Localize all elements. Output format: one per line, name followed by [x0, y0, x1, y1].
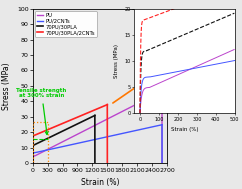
Line: PU/2CNTs: PU/2CNTs — [33, 125, 162, 163]
PU — [58, 142, 61, 144]
Y-axis label: Stress (MPa): Stress (MPa) — [2, 62, 11, 110]
Line: 70PU/30PLA/2CNTs: 70PU/30PLA/2CNTs — [33, 105, 107, 163]
PU — [31, 162, 34, 165]
Line: 70PU/30PLA: 70PU/30PLA — [33, 115, 95, 163]
PU/2CNTs — [150, 126, 153, 128]
70PU/30PLA — [61, 130, 64, 132]
PU/2CNTs — [148, 126, 151, 129]
Bar — [33, 122, 48, 163]
70PU/30PLA — [93, 114, 96, 117]
70PU/30PLA/2CNTs — [93, 109, 96, 111]
PU/2CNTs — [34, 151, 37, 154]
PU — [110, 116, 113, 118]
70PU/30PLA — [31, 162, 34, 165]
70PU/30PLA/2CNTs — [106, 104, 109, 106]
Y-axis label: Stress (MPa): Stress (MPa) — [114, 44, 119, 78]
70PU/30PLA/2CNTs — [49, 127, 52, 129]
70PU/30PLA/2CNTs — [31, 162, 34, 165]
PU — [65, 139, 68, 141]
PU/2CNTs — [160, 124, 163, 126]
X-axis label: Strain (%): Strain (%) — [81, 178, 119, 187]
Legend: PU, PU/2CNTs, 70PU/30PLA, 70PU/30PLA/2CNTs: PU, PU/2CNTs, 70PU/30PLA, 70PU/30PLA/2CN… — [35, 11, 97, 37]
PU — [129, 106, 131, 109]
70PU/30PLA — [83, 120, 85, 122]
PU — [160, 93, 163, 95]
70PU/30PLA/2CNTs — [92, 109, 95, 112]
Line: PU: PU — [33, 94, 162, 163]
PU — [71, 136, 74, 138]
70PU/30PLA/2CNTs — [90, 110, 92, 113]
PU/2CNTs — [90, 139, 93, 141]
PU/2CNTs — [127, 131, 130, 133]
70PU/30PLA/2CNTs — [67, 120, 70, 122]
70PU/30PLA — [47, 137, 50, 139]
70PU/30PLA — [82, 120, 85, 122]
70PU/30PLA — [80, 121, 83, 123]
PU/2CNTs — [51, 148, 54, 150]
PU — [44, 150, 46, 152]
Text: Tensile strength
at 300% strain: Tensile strength at 300% strain — [16, 88, 67, 135]
X-axis label: Strain (%): Strain (%) — [171, 127, 198, 132]
70PU/30PLA/2CNTs — [31, 145, 34, 147]
PU/2CNTs — [31, 162, 34, 165]
70PU/30PLA — [31, 150, 34, 152]
